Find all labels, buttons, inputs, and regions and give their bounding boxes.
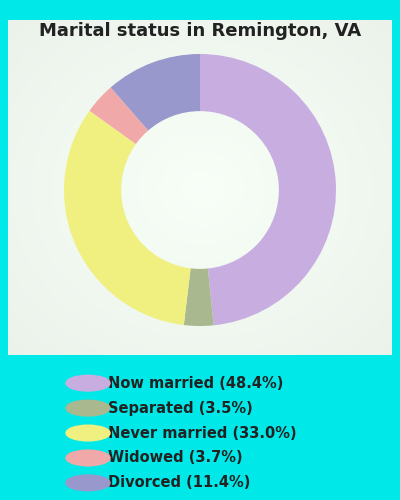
Circle shape	[66, 376, 110, 391]
Text: Now married (48.4%): Now married (48.4%)	[108, 376, 283, 390]
Text: Divorced (11.4%): Divorced (11.4%)	[108, 476, 250, 490]
Text: Separated (3.5%): Separated (3.5%)	[108, 400, 253, 415]
Wedge shape	[90, 88, 148, 144]
Wedge shape	[111, 54, 200, 130]
Circle shape	[66, 450, 110, 466]
Text: Never married (33.0%): Never married (33.0%)	[108, 426, 297, 440]
Wedge shape	[184, 268, 214, 326]
Text: Marital status in Remington, VA: Marital status in Remington, VA	[39, 22, 361, 40]
Text: Widowed (3.7%): Widowed (3.7%)	[108, 450, 243, 466]
Wedge shape	[64, 111, 191, 325]
Circle shape	[66, 400, 110, 416]
Circle shape	[66, 425, 110, 441]
Wedge shape	[200, 54, 336, 326]
Circle shape	[66, 475, 110, 490]
